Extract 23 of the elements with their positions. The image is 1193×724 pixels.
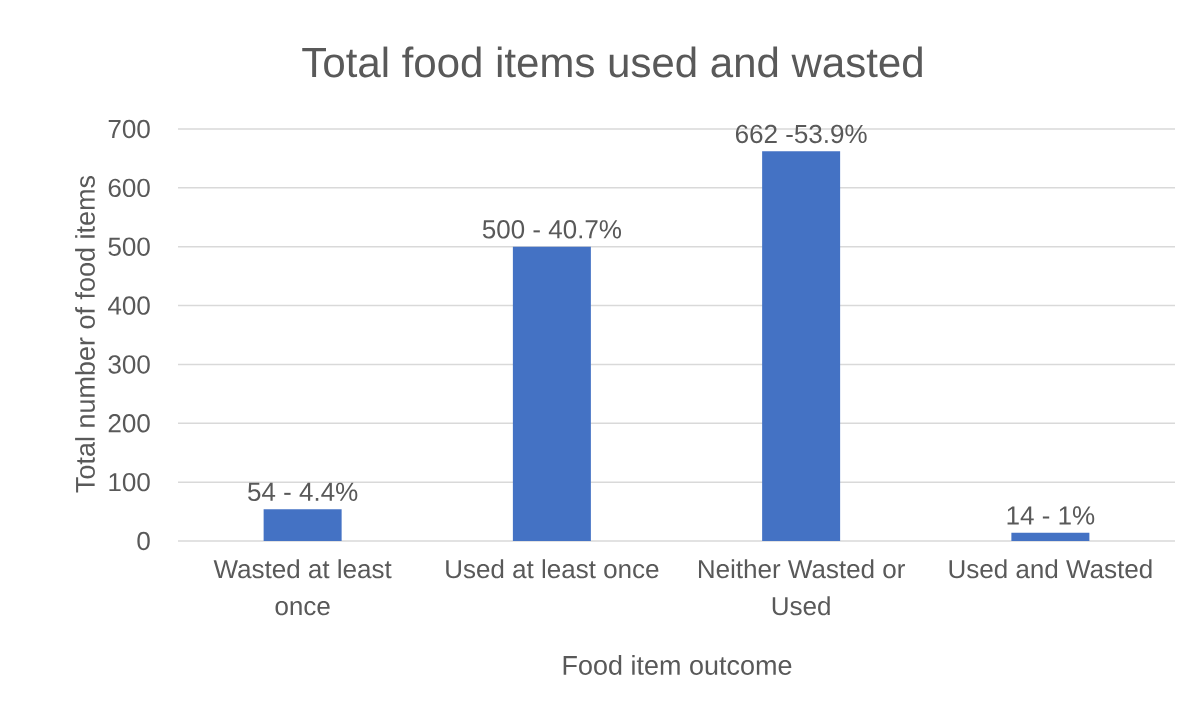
x-tick-label: Neither Wasted or Used <box>698 559 905 616</box>
data-label: 54 - 4.4% <box>248 482 358 502</box>
x-axis-title: Food item outcome <box>563 655 792 675</box>
data-label: 500 - 40.7% <box>482 220 622 239</box>
bar <box>512 246 591 541</box>
x-tick-label: Used at least once <box>446 559 659 579</box>
bar <box>762 151 841 541</box>
chart-title: Total food items used and wasted <box>302 46 922 78</box>
y-tick-label: 200 <box>108 414 150 433</box>
y-tick-label: 500 <box>108 237 150 256</box>
y-tick-label: 700 <box>108 119 150 139</box>
bar <box>263 509 342 541</box>
bar <box>1011 532 1090 541</box>
y-tick-label: 400 <box>108 296 150 315</box>
data-label: 14 - 1% <box>1007 506 1095 525</box>
y-tick-label: 0 <box>137 531 150 551</box>
y-tick-label: 100 <box>109 472 150 492</box>
data-label: 662 -53.9% <box>735 124 867 144</box>
x-tick-label: Wasted at least once <box>213 559 392 616</box>
y-axis-title: Total number of food items <box>75 175 95 493</box>
y-tick-label: 300 <box>108 355 150 374</box>
x-tick-label: Used and Wasted <box>949 559 1152 579</box>
y-tick-label: 600 <box>108 178 150 198</box>
